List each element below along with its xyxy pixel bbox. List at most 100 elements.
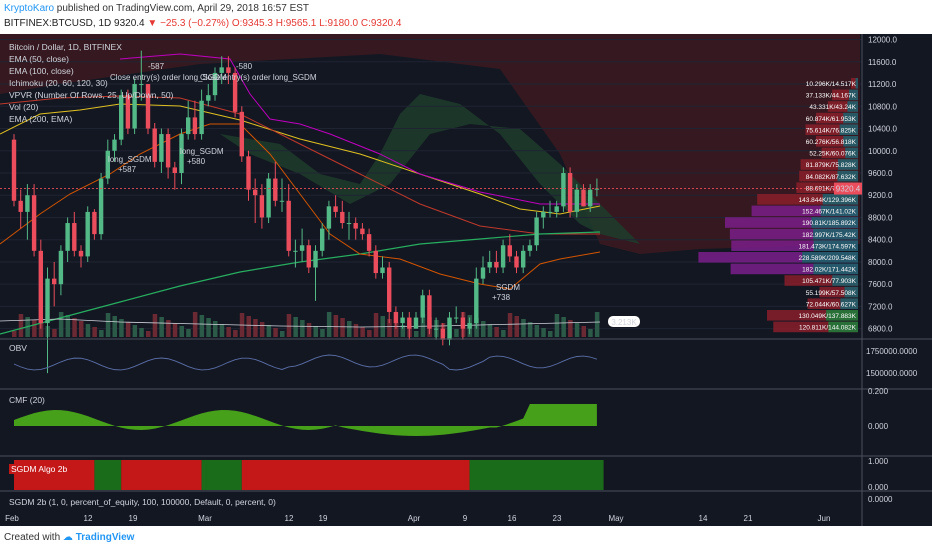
candle-body[interactable] xyxy=(380,267,385,274)
author-link[interactable]: KryptoKaro xyxy=(4,3,55,14)
candle-body[interactable] xyxy=(353,223,358,229)
candle-body[interactable] xyxy=(85,211,90,257)
candle-body[interactable] xyxy=(467,323,472,329)
candle-body[interactable] xyxy=(561,172,566,207)
candle-body[interactable] xyxy=(219,67,224,73)
chart-area[interactable]: 10.296K/14.517K 37.133K/44.167K 43.331K/43… xyxy=(0,34,932,526)
candle-body[interactable] xyxy=(18,200,23,212)
candle-body[interactable] xyxy=(279,200,285,202)
candle-body[interactable] xyxy=(420,295,425,318)
candle-body[interactable] xyxy=(534,217,539,246)
candle-body[interactable] xyxy=(360,228,365,235)
candle-body[interactable] xyxy=(400,317,405,324)
candle-body[interactable] xyxy=(232,72,238,112)
candle-body[interactable] xyxy=(179,134,184,173)
candle-body[interactable] xyxy=(165,134,171,168)
candle-body[interactable] xyxy=(192,117,198,135)
candle-body[interactable] xyxy=(293,250,298,252)
legend-symbol[interactable]: Bitcoin / Dollar, 1D, BITFINEX xyxy=(9,42,122,52)
candle-body[interactable] xyxy=(139,84,144,86)
panel-label-sgdm[interactable]: SGDM Algo 2b xyxy=(9,464,70,474)
candle-body[interactable] xyxy=(500,245,506,268)
candle-body[interactable] xyxy=(206,95,211,101)
candle-body[interactable] xyxy=(92,211,97,235)
candle-body[interactable] xyxy=(226,67,231,73)
candle-body[interactable] xyxy=(547,211,553,213)
candle-body[interactable] xyxy=(454,317,459,319)
candle-body[interactable] xyxy=(413,317,419,329)
legend-ichimoku[interactable]: Ichimoku (20, 60, 120, 30) xyxy=(9,78,108,88)
candle-body[interactable] xyxy=(31,195,37,251)
candle-body[interactable] xyxy=(393,311,399,324)
candle-body[interactable] xyxy=(52,278,57,285)
candle-body[interactable] xyxy=(98,178,104,235)
candle-body[interactable] xyxy=(152,128,157,162)
candle-body[interactable] xyxy=(340,211,345,224)
candle-body[interactable] xyxy=(366,234,372,251)
candle-body[interactable] xyxy=(433,328,439,330)
candle-body[interactable] xyxy=(172,167,177,173)
candle-body[interactable] xyxy=(186,117,191,135)
candle-body[interactable] xyxy=(199,100,204,135)
candle-body[interactable] xyxy=(159,134,164,162)
candle-body[interactable] xyxy=(487,261,492,268)
candle-body[interactable] xyxy=(266,178,271,218)
candle-body[interactable] xyxy=(326,206,332,229)
legend-ema100[interactable]: EMA (100, close) xyxy=(9,66,74,76)
candle-body[interactable] xyxy=(387,267,392,312)
candle-body[interactable] xyxy=(253,189,258,196)
legend-ema200[interactable]: EMA (200, EMA) xyxy=(9,114,73,124)
legend-vpvr[interactable]: VPVR (Number Of Rows, 25, Up/Down, 50) xyxy=(9,90,174,100)
candle-body[interactable] xyxy=(427,295,432,329)
candle-body[interactable] xyxy=(581,189,586,207)
candle-body[interactable] xyxy=(239,111,244,157)
candle-body[interactable] xyxy=(460,317,466,329)
tradingview-brand[interactable]: TradingView xyxy=(75,532,135,543)
candle-body[interactable] xyxy=(259,195,265,218)
candle-body[interactable] xyxy=(554,206,559,212)
candle-body[interactable] xyxy=(105,150,110,179)
candle-body[interactable] xyxy=(521,250,526,268)
candle-body[interactable] xyxy=(72,223,77,251)
candle-body[interactable] xyxy=(306,245,311,268)
candle-body[interactable] xyxy=(494,261,499,268)
candle-body[interactable] xyxy=(286,200,291,251)
candle-body[interactable] xyxy=(567,172,573,212)
candle-body[interactable] xyxy=(119,95,124,140)
candle-body[interactable] xyxy=(588,189,593,207)
candle-body[interactable] xyxy=(212,72,218,96)
candle-body[interactable] xyxy=(132,84,137,129)
candle-body[interactable] xyxy=(346,223,352,225)
panel-label-obv[interactable]: OBV xyxy=(9,343,27,353)
candle-body[interactable] xyxy=(45,278,50,324)
candle-body[interactable] xyxy=(480,267,486,279)
candle-body[interactable] xyxy=(373,250,378,274)
candle-body[interactable] xyxy=(145,84,151,129)
candle-body[interactable] xyxy=(273,178,278,201)
candle-body[interactable] xyxy=(527,245,533,251)
candle-body[interactable] xyxy=(320,228,325,251)
candle-body[interactable] xyxy=(574,189,579,212)
panel-label-strategy[interactable]: SGDM 2b (1, 0, percent_of_equity, 100, 1… xyxy=(9,497,276,507)
candle-body[interactable] xyxy=(594,188,600,190)
candle-body[interactable] xyxy=(58,250,64,285)
candle-body[interactable] xyxy=(447,317,452,340)
candle-body[interactable] xyxy=(474,278,479,324)
legend-ema50[interactable]: EMA (50, close) xyxy=(9,54,69,64)
candle-body[interactable] xyxy=(440,328,445,340)
candle-body[interactable] xyxy=(78,250,84,257)
candle-body[interactable] xyxy=(313,250,318,268)
candle-body[interactable] xyxy=(407,317,412,329)
candle-body[interactable] xyxy=(11,139,17,201)
candle-body[interactable] xyxy=(246,156,251,190)
candle-body[interactable] xyxy=(299,245,305,251)
candle-body[interactable] xyxy=(125,95,131,129)
candle-body[interactable] xyxy=(507,245,512,257)
candle-body[interactable] xyxy=(541,211,546,218)
candle-body[interactable] xyxy=(25,195,30,212)
candle-body[interactable] xyxy=(514,256,519,268)
panel-label-cmf[interactable]: CMF (20) xyxy=(9,395,45,405)
candle-body[interactable] xyxy=(112,139,117,151)
legend-vol[interactable]: Vol (20) xyxy=(9,102,39,112)
candle-body[interactable] xyxy=(38,250,43,324)
